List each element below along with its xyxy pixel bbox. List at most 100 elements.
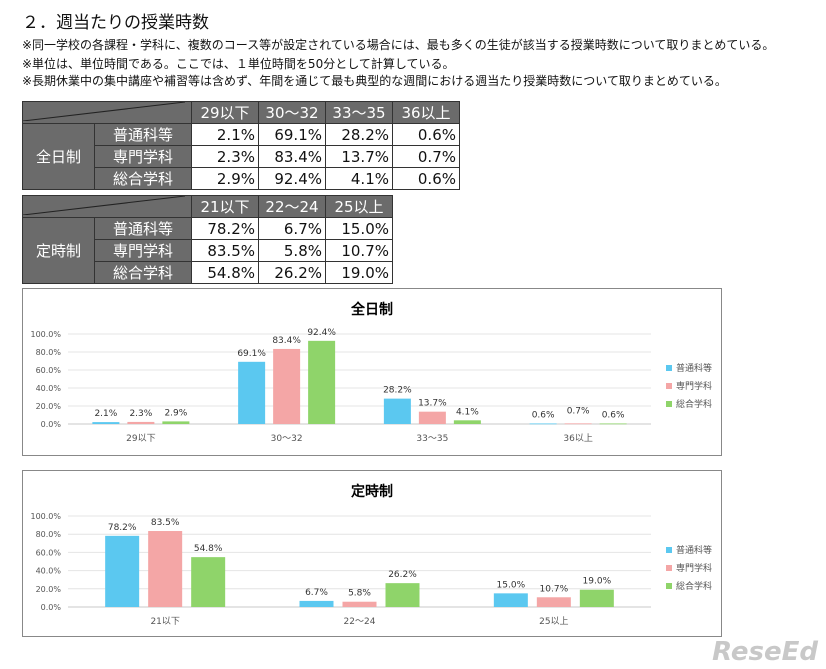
y-tick-label: 80.0% [36,348,62,357]
x-tick-label: 36以上 [563,433,592,444]
legend-swatch [666,547,672,553]
bar [162,421,190,424]
x-tick-label: 33～35 [416,434,448,444]
data-label: 83.5% [151,518,180,528]
watermark-logo: ReseEd [712,637,818,667]
data-label: 69.1% [237,349,266,359]
y-tick-label: 60.0% [36,366,62,375]
table-cell: 5.8% [258,239,326,262]
y-tick-label: 40.0% [36,567,62,576]
data-label: 10.7% [540,584,569,594]
note-2: ※単位は、単位時間である。ここでは、１単位時間を50分として計算している。 [22,57,455,71]
y-tick-label: 20.0% [36,402,62,411]
data-label: 2.3% [129,409,152,419]
row-label: 普通科等 [93,217,193,240]
bar [342,601,377,607]
table-cell: 28.2% [325,123,393,146]
data-label: 0.6% [602,410,625,420]
table-cell: 54.8% [191,261,259,284]
y-tick-label: 0.0% [41,603,62,612]
data-label: 13.7% [418,399,447,409]
table-cell: 92.4% [258,167,326,190]
y-tick-label: 0.0% [41,420,62,429]
row-label: 総合学科 [93,167,193,190]
row-label: 専門学科 [93,145,193,168]
y-tick-label: 100.0% [30,330,61,339]
chart-fulltime: 全日制 0.0% 20.0% 40.0% 60.0% 80.0% 100.0% 29以下 2.1… [22,288,722,456]
data-label: 2.1% [94,409,117,419]
bar [493,593,528,607]
table-fulltime: 29以下 30～32 33～35 36以上 全日制 普通科等 2.1% 69.1% 28.2% 0… [22,101,460,190]
column-header: 29以下 [191,101,259,124]
legend-swatch [666,565,672,571]
table-cell: 4.1% [325,167,393,190]
bar [536,597,571,607]
bar [92,422,120,424]
legend-swatch [666,383,672,389]
table-cell: 2.1% [191,123,259,146]
bar [453,420,481,424]
y-tick-label: 60.0% [36,548,62,557]
table-cell: 0.6% [392,167,460,190]
legend-label: 専門学科 [676,562,712,574]
data-label: 6.7% [305,588,328,598]
bar [238,361,266,424]
column-header: 36以上 [392,101,460,124]
bar [529,423,557,425]
table-cell: 15.0% [325,217,393,240]
column-header: 30～32 [258,101,326,124]
data-label: 19.0% [583,577,612,587]
table-parttime: 21以下 22～24 25以上 定時制 普通科等 78.2% 6.7% 15.0% 専門学科 83… [22,195,393,284]
column-header: 21以下 [191,195,259,218]
bar [299,600,334,607]
group-label: 全日制 [22,123,95,190]
table-cell: 19.0% [325,261,393,284]
x-tick-label: 29以下 [126,434,155,444]
data-label: 92.4% [307,328,336,338]
table-cell: 10.7% [325,239,393,262]
data-label: 26.2% [388,570,417,580]
table-cell: 78.2% [191,217,259,240]
table-cell: 26.2% [258,261,326,284]
legend-label: 総合学科 [676,398,712,410]
row-label: 専門学科 [93,239,193,262]
section-title: ２．週当たりの授業時数 [22,13,209,33]
data-label: 5.8% [348,589,371,599]
bar [308,340,336,424]
y-tick-label: 80.0% [36,530,62,539]
data-label: 28.2% [383,386,412,396]
legend-swatch [666,365,672,371]
bar [418,411,446,424]
table-cell: 83.5% [191,239,259,262]
chart-parttime: 定時制 0.0% 20.0% 40.0% 60.0% 80.0% 100.0% 21以下 78.… [22,470,722,637]
bar [385,583,420,607]
table-cell: 6.7% [258,217,326,240]
column-header: 22～24 [258,195,326,218]
y-tick-label: 20.0% [36,585,62,594]
chart-title: 全日制 [350,301,393,318]
table-cell: 2.3% [191,145,259,168]
table-cell: 83.4% [258,145,326,168]
corner-cell [22,101,192,124]
note-1: ※同一学校の各課程・学科に、複数のコース等が設定されている場合には、最も多くの生… [22,38,775,52]
legend-swatch [666,401,672,407]
bar [105,535,140,607]
y-tick-label: 40.0% [36,384,62,393]
legend-label: 普通科等 [676,362,712,374]
data-label: 4.1% [456,407,479,417]
x-tick-label: 22～24 [344,617,376,627]
legend-label: 専門学科 [676,380,712,392]
column-header: 33～35 [325,101,393,124]
column-header: 25以上 [325,195,393,218]
data-label: 83.4% [272,336,301,346]
table-cell: 13.7% [325,145,393,168]
y-tick-label: 100.0% [30,512,61,521]
bar [383,398,411,424]
x-tick-label: 21以下 [150,617,179,627]
bar [191,557,226,607]
bar [273,348,301,424]
x-tick-label: 25以上 [539,616,568,627]
row-label: 総合学科 [93,261,193,284]
data-label: 54.8% [194,544,223,554]
corner-cell [22,195,192,218]
